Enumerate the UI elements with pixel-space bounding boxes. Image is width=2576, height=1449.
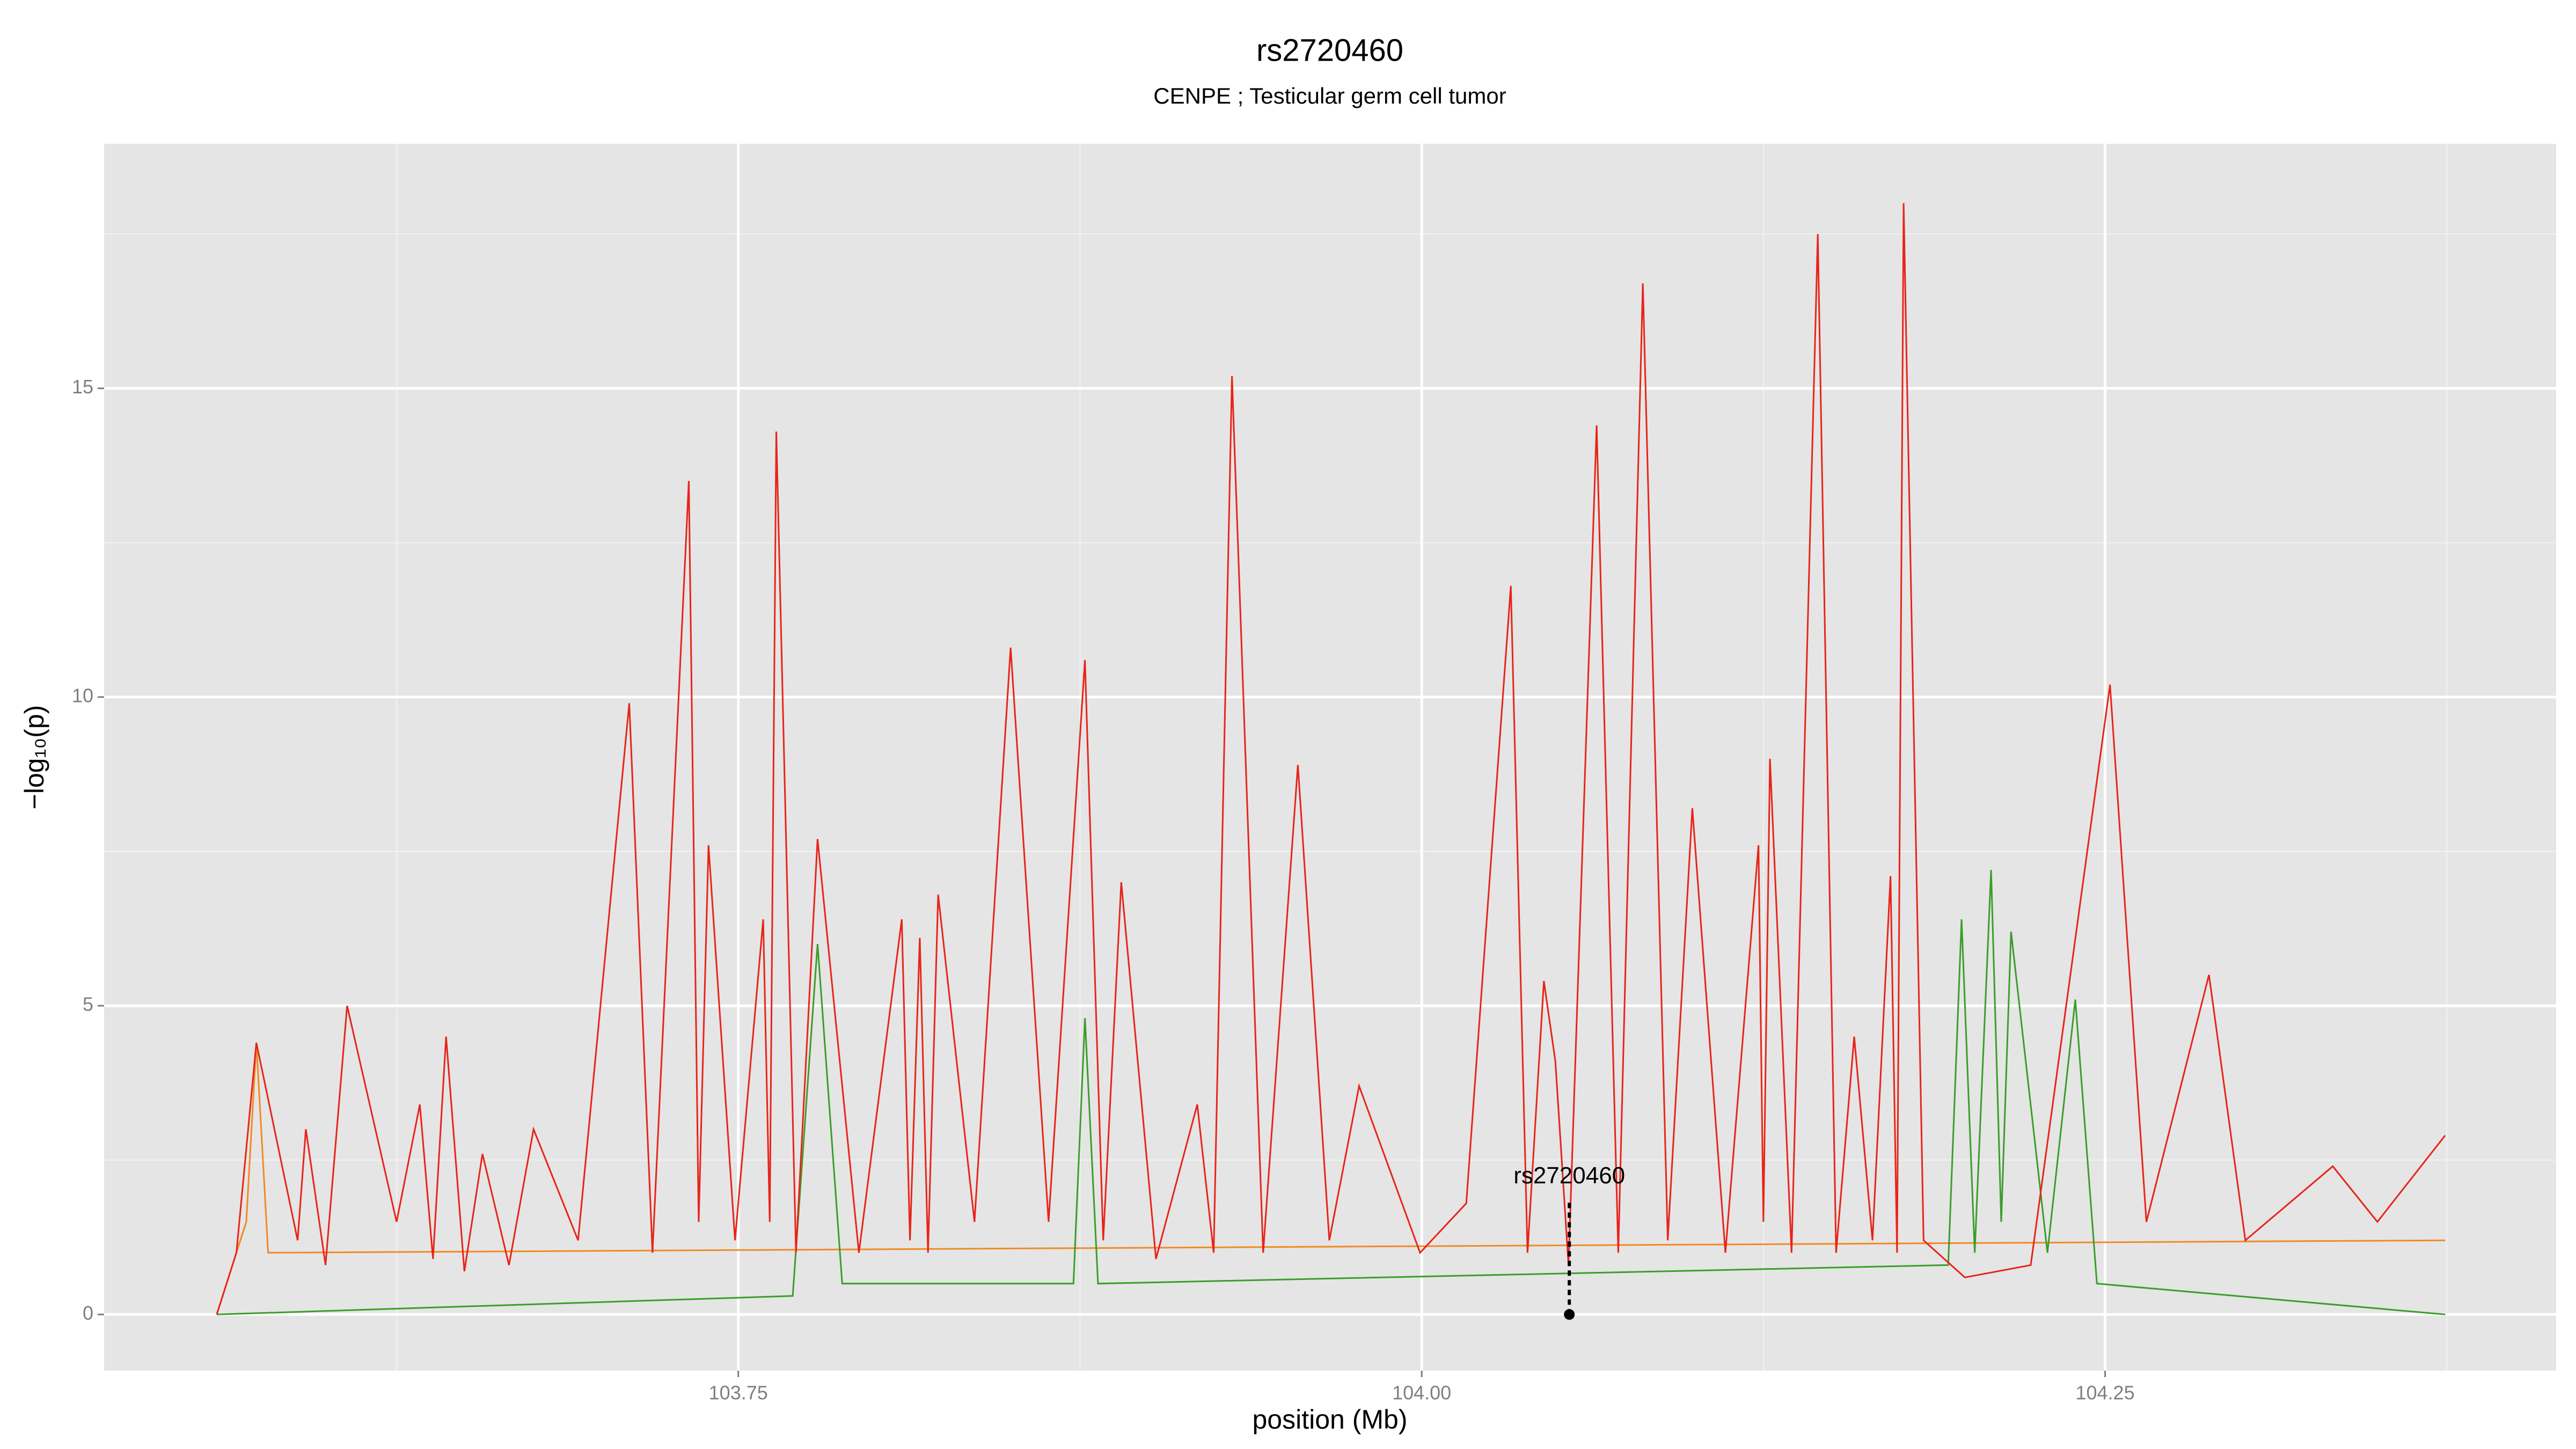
x-tick-label: 104.00 (1392, 1382, 1451, 1404)
y-axis-label: −log₁₀(p) (19, 705, 49, 810)
y-tick-label: 0 (83, 1302, 93, 1324)
y-tick-label: 5 (83, 993, 93, 1015)
series-line (216, 203, 2446, 1315)
x-tick-label: 104.25 (2075, 1382, 2134, 1404)
plot-background (104, 144, 2556, 1371)
annotation-point (1564, 1309, 1575, 1320)
chart-title: rs2720460 (1256, 33, 1403, 68)
x-tick-label: 103.75 (709, 1382, 768, 1404)
chart-subtitle: CENPE ; Testicular germ cell tumor (1153, 83, 1506, 108)
x-axis-label: position (Mb) (1253, 1404, 1408, 1435)
series-line (216, 869, 2446, 1315)
y-tick-label: 15 (72, 376, 93, 398)
annotation-label: rs2720460 (1513, 1162, 1625, 1189)
y-tick-label: 10 (72, 684, 93, 706)
